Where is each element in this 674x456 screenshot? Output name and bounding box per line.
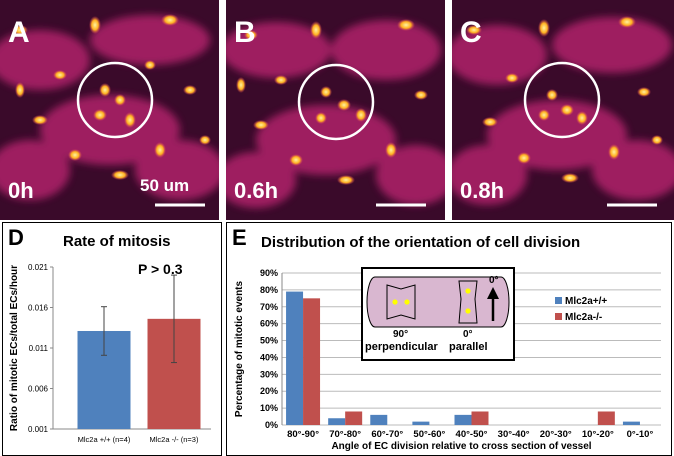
x-category-label: 20°-30°	[540, 429, 572, 440]
panel-letter-d: D	[8, 225, 24, 250]
orientation-inset: 0° 90° 0° perpendicular parallel	[361, 267, 515, 361]
x-category-label: 40°-50°	[456, 429, 488, 440]
y-tick-label: 10%	[260, 403, 278, 413]
legend-swatch	[555, 313, 562, 320]
x-axis-label: Angle of EC division relative to cross s…	[331, 441, 591, 452]
bar	[328, 418, 346, 425]
chart-d-svg: 0.001 0.006 0.011 0.016 0.021 Mlc2a +/+ (n=4)…	[9, 263, 211, 444]
x-category-label: 30°-40°	[498, 429, 530, 440]
panel-letter-b: B	[234, 16, 256, 49]
legend-label: Mlc2a-/-	[565, 312, 602, 323]
y-tick-label: 50%	[260, 336, 278, 346]
y-axis-label: Percentage of mitotic events	[234, 280, 245, 417]
micrograph-c-image	[452, 0, 674, 220]
x-category-label: Mlc2a +/+ (n=4)	[78, 435, 131, 444]
y-tick-label: 0.021	[28, 263, 49, 272]
y-tick-label: 40%	[260, 352, 278, 362]
panel-e-box: E Distribution of the orientation of cel…	[226, 222, 672, 456]
y-tick-label: 60%	[260, 319, 278, 329]
x-category-label: Mlc2a -/- (n=3)	[150, 435, 199, 444]
y-tick-label: 0.016	[28, 304, 49, 313]
time-label-b: 0.6h	[234, 178, 279, 203]
chart-d-title: Rate of mitosis	[63, 233, 171, 250]
bar	[597, 411, 615, 425]
scale-bar-label: 50 um	[140, 176, 190, 195]
x-category-label: 50°-60°	[413, 429, 445, 440]
bar	[454, 414, 472, 425]
x-category-label: 70°-80°	[329, 429, 361, 440]
bar	[471, 411, 489, 425]
bar	[622, 421, 640, 425]
panel-letter-e: E	[232, 225, 247, 250]
time-label-a: 0h	[8, 178, 34, 203]
chart-e-svg: 0% 10% 20% 30% 40% 50% 60% 70% 80% 90% 80°-90° 70°-…	[234, 268, 661, 452]
inset-left-label: perpendicular	[365, 341, 438, 353]
y-tick-label: 0.001	[28, 425, 49, 434]
highlight-circle	[523, 61, 601, 139]
panel-letter-c: C	[460, 16, 482, 49]
y-tick-label: 30%	[260, 369, 278, 379]
bar	[345, 411, 363, 425]
inset-right-angle: 0°	[463, 329, 473, 340]
legend-label: Mlc2a+/+	[565, 296, 607, 307]
bar	[412, 421, 430, 425]
micrograph-a-image	[0, 0, 219, 220]
chart-e-title: Distribution of the orientation of cell …	[261, 234, 581, 251]
micrograph-b-image	[226, 0, 445, 220]
legend-swatch	[555, 297, 562, 304]
panel-d-box: D Rate of mitosis P > 0.3 0.001 0.006 0.01…	[2, 222, 222, 456]
inset-arrow-label: 0°	[489, 275, 499, 286]
y-tick-label: 20%	[260, 386, 278, 396]
y-tick-label: 0%	[265, 420, 278, 430]
inset-right-label: parallel	[449, 341, 488, 353]
time-label-c: 0.8h	[460, 178, 505, 203]
panel-letter-a: A	[8, 16, 30, 49]
bar	[303, 298, 321, 425]
chart-d-annotation: P > 0.3	[138, 261, 183, 277]
micrograph-panel-b: B 0.6h	[226, 0, 445, 220]
x-category-label: 80°-90°	[287, 429, 319, 440]
y-tick-label: 0.011	[29, 344, 49, 353]
y-axis-label: Ratio of mitotic ECs/total ECs/hour	[9, 265, 20, 431]
vessel-diagram	[366, 276, 510, 328]
highlight-circle	[297, 63, 375, 141]
bar	[370, 414, 388, 425]
x-category-label: 0°-10°	[627, 429, 654, 440]
y-tick-label: 90%	[260, 268, 278, 278]
y-tick-label: 0.006	[28, 385, 49, 394]
y-tick-label: 80%	[260, 285, 278, 295]
micrograph-panel-a: A 0h 50 um	[0, 0, 219, 220]
micrograph-panel-c: C 0.8h	[452, 0, 674, 220]
x-category-label: 60°-70°	[371, 429, 403, 440]
inset-left-angle: 90°	[393, 329, 409, 340]
y-tick-label: 70%	[260, 302, 278, 312]
bar	[286, 291, 304, 425]
highlight-circle	[76, 61, 154, 139]
x-category-label: 10°-20°	[582, 429, 614, 440]
